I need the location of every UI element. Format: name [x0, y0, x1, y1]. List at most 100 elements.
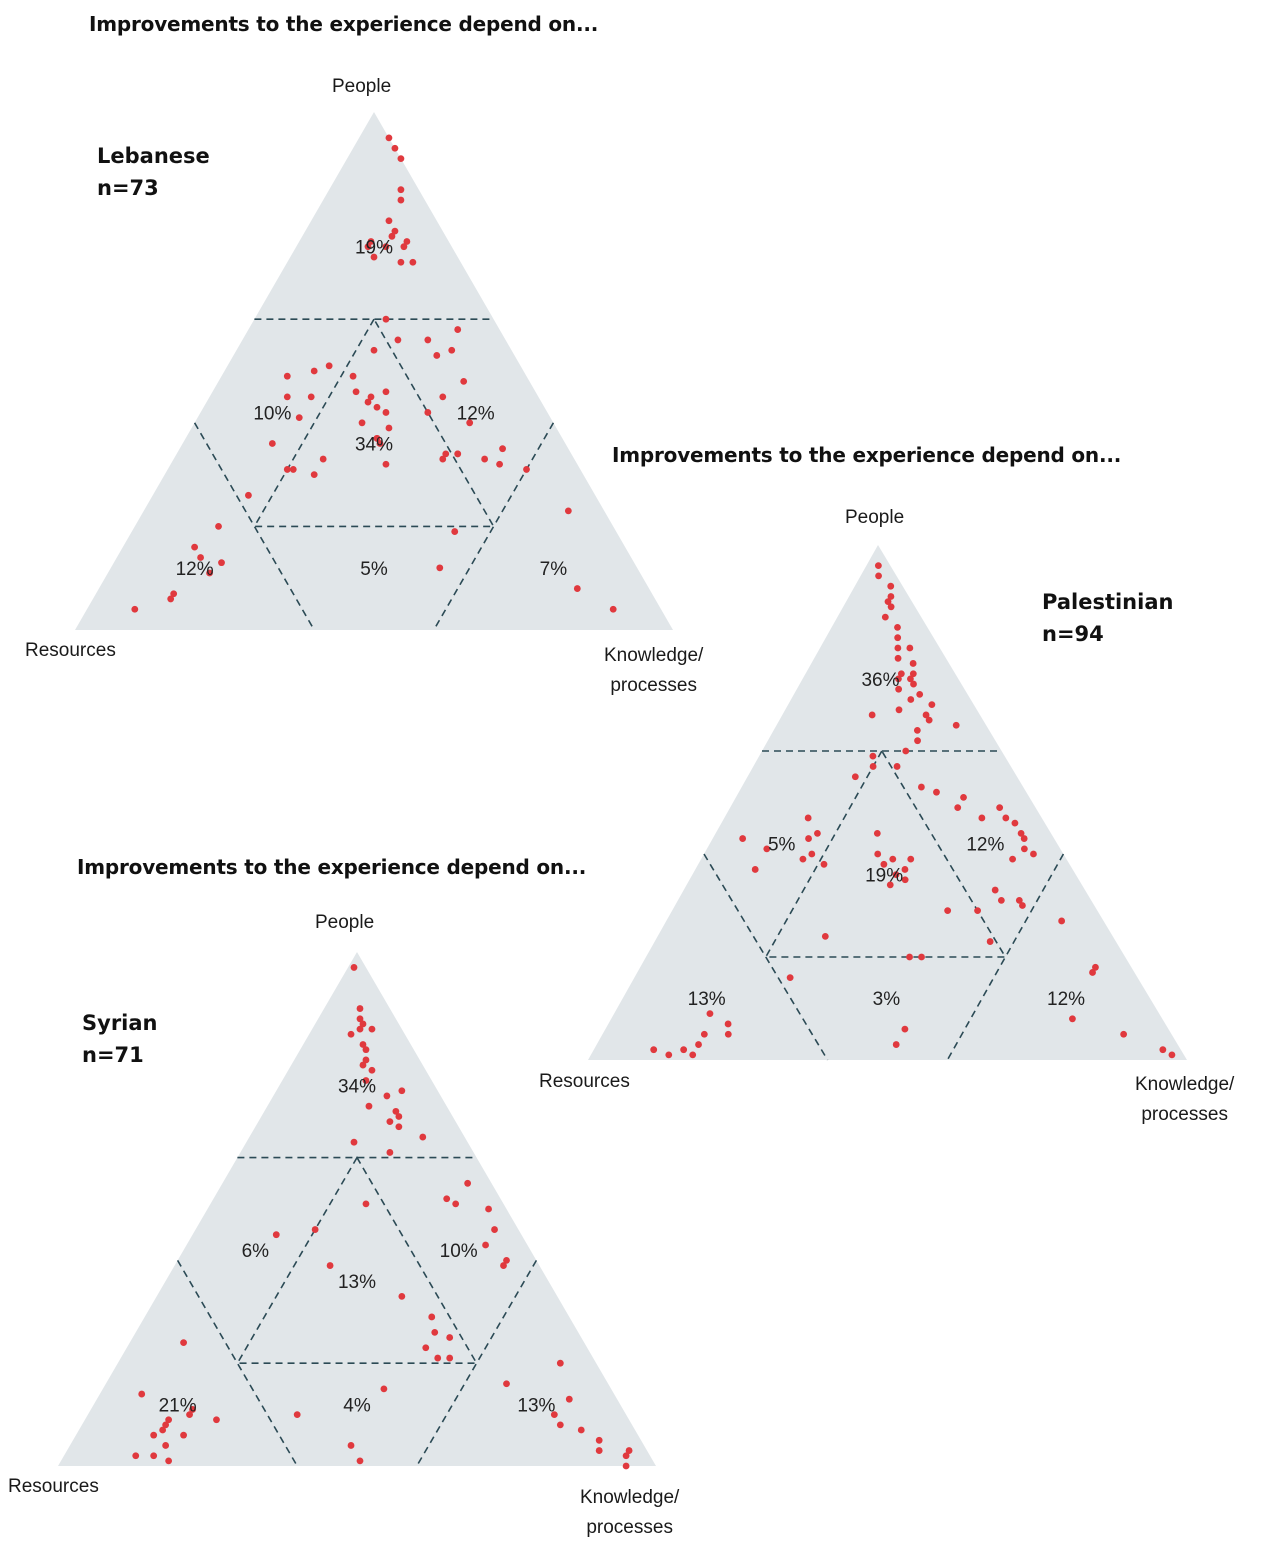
data-point [996, 804, 1004, 812]
data-point [814, 830, 821, 837]
data-point [918, 783, 925, 791]
data-point [869, 763, 877, 770]
data-point [206, 569, 213, 577]
data-point [805, 835, 812, 842]
data-point [909, 670, 917, 678]
data-point [385, 217, 393, 225]
data-point [388, 232, 396, 240]
data-point [550, 1411, 558, 1418]
data-point [952, 721, 960, 729]
data-point [907, 696, 915, 703]
data-point [887, 593, 895, 600]
data-point [272, 1231, 280, 1239]
data-point [376, 440, 384, 447]
data-point [851, 773, 859, 781]
data-point [362, 1077, 370, 1084]
data-point [889, 855, 897, 863]
data-point [556, 1421, 564, 1429]
data-point [895, 685, 903, 693]
data-point [213, 1416, 220, 1424]
data-point [386, 1118, 394, 1126]
data-point [724, 1030, 732, 1038]
data-point [974, 907, 981, 915]
data-point [382, 460, 390, 468]
data-point [650, 1046, 658, 1054]
data-point [573, 585, 581, 592]
data-point [436, 564, 444, 572]
data-point [439, 455, 447, 463]
data-point [428, 1313, 436, 1321]
divider-knowledge [946, 853, 1065, 1061]
divider-resources [193, 422, 315, 631]
data-point [933, 788, 940, 796]
data-point [359, 1061, 367, 1069]
region-label-knowledge: 13% [517, 1395, 555, 1416]
data-point [901, 866, 909, 873]
data-point [283, 393, 291, 401]
data-point [448, 346, 456, 354]
data-point [1058, 917, 1066, 925]
data-point [564, 507, 572, 515]
data-point [307, 393, 315, 401]
data-point [186, 1411, 193, 1418]
data-point [397, 155, 405, 163]
data-point [739, 835, 747, 842]
data-point [197, 554, 204, 561]
data-point [906, 953, 913, 961]
data-point [978, 814, 986, 822]
data-point [191, 543, 199, 551]
data-point [887, 582, 895, 590]
panel-title: Improvements to the experience depend on… [612, 443, 1122, 467]
data-point [382, 409, 390, 416]
data-point [914, 737, 921, 745]
data-point [799, 855, 807, 863]
vertex-label-resources: Resources [539, 1071, 630, 1092]
divider-knowledge [433, 422, 555, 631]
data-point [364, 243, 372, 251]
data-point [358, 419, 366, 427]
data-point [881, 613, 889, 621]
group-name: Palestinian [1042, 590, 1174, 614]
data-point [431, 1328, 439, 1336]
data-point [162, 1442, 170, 1449]
vertex-label-resources: Resources [25, 640, 116, 661]
ternary-plot: 36% 5% 12% 19% 13% 3% 12% [588, 545, 1187, 1061]
data-point [347, 1442, 355, 1449]
data-point [503, 1380, 510, 1388]
divider-resources [176, 1259, 298, 1467]
data-point [874, 562, 882, 569]
region-label-people-knowledge: 12% [966, 835, 1004, 856]
data-point [1168, 1051, 1176, 1059]
region-label-people: 19% [355, 238, 393, 259]
data-point [359, 1041, 367, 1048]
data-point [268, 440, 276, 447]
data-point [481, 455, 489, 463]
data-point [1030, 850, 1037, 858]
data-point [895, 675, 902, 683]
region-label-people: 36% [861, 670, 899, 691]
region-label-people-knowledge: 10% [440, 1241, 478, 1262]
data-point [1159, 1046, 1167, 1054]
data-point [365, 1102, 373, 1110]
vertex-label-knowledge-line2: processes [1141, 1104, 1228, 1125]
data-point [370, 346, 378, 354]
data-point [150, 1431, 158, 1439]
data-point [132, 1452, 140, 1460]
group-label: Palestinian n=94 [1042, 586, 1173, 650]
vertex-label-knowledge: Knowledge/ processes [580, 1483, 679, 1543]
data-point [362, 1200, 370, 1208]
data-point [400, 243, 408, 251]
data-point [1120, 1030, 1128, 1038]
triangle-background [588, 545, 1187, 1060]
triangle-background [58, 952, 656, 1466]
data-point [446, 1354, 454, 1362]
data-point [356, 1457, 364, 1465]
data-point [595, 1447, 603, 1454]
data-point [892, 1041, 900, 1048]
region-label-people-resources: 6% [242, 1241, 270, 1262]
data-point [869, 752, 877, 760]
data-point [356, 1005, 364, 1012]
data-point [622, 1462, 630, 1470]
data-point [892, 871, 900, 878]
data-point [1020, 845, 1028, 853]
